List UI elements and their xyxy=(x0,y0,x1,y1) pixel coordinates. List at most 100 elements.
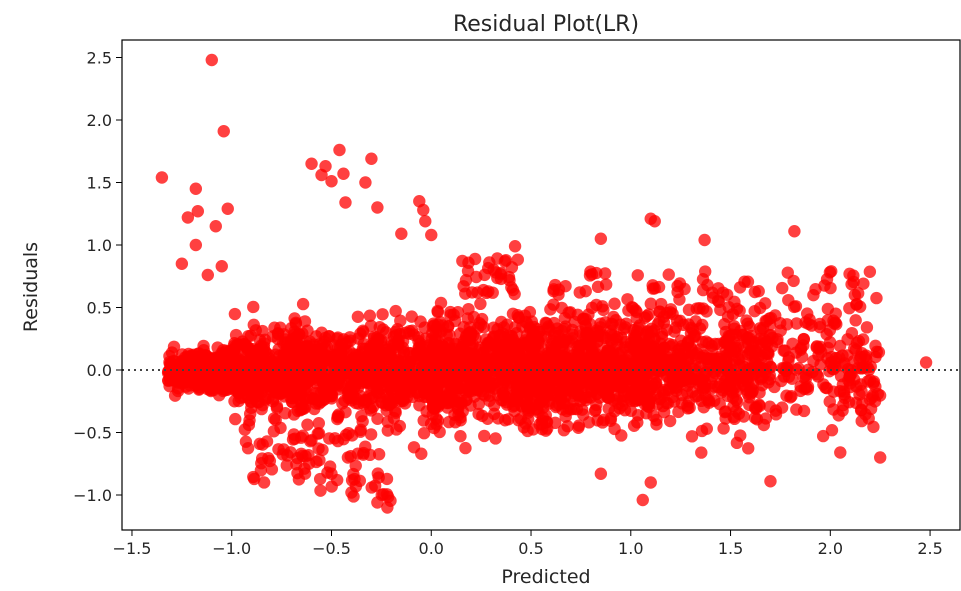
scatter-point xyxy=(641,353,654,366)
x-tick-label: 1.0 xyxy=(618,539,643,558)
scatter-point xyxy=(305,157,318,170)
scatter-point xyxy=(734,324,747,338)
scatter-point xyxy=(489,432,502,445)
scatter-point xyxy=(164,374,178,387)
scatter-point xyxy=(337,364,350,377)
scatter-point xyxy=(663,374,677,388)
scatter-point xyxy=(264,375,277,388)
x-tick-label: 1.5 xyxy=(718,539,743,558)
scatter-point xyxy=(181,211,195,224)
scatter-point xyxy=(582,416,596,429)
scatter-point xyxy=(563,366,576,380)
scatter-point xyxy=(495,315,508,329)
scatter-point xyxy=(607,394,620,407)
scatter-point xyxy=(259,393,272,406)
scatter-point xyxy=(476,409,489,423)
scatter-point xyxy=(604,334,618,347)
scatter-point xyxy=(465,286,479,299)
scatter-point xyxy=(513,350,526,364)
scatter-point xyxy=(648,215,661,228)
scatter-point xyxy=(215,260,228,273)
scatter-point xyxy=(209,220,222,233)
scatter-point xyxy=(346,389,360,402)
x-tick-label: −0.5 xyxy=(312,539,351,558)
scatter-point xyxy=(339,428,353,442)
scatter-point xyxy=(768,380,781,394)
scatter-point xyxy=(330,373,343,387)
scatter-point xyxy=(431,304,444,318)
scatter-point xyxy=(449,416,462,429)
scatter-point xyxy=(243,376,257,389)
scatter-point xyxy=(228,307,242,321)
scatter-point xyxy=(299,450,312,463)
scatter-point xyxy=(454,430,467,443)
scatter-point xyxy=(761,347,774,360)
scatter-point xyxy=(446,379,460,392)
scatter-point xyxy=(419,215,432,228)
scatter-point xyxy=(280,459,293,472)
scatter-point xyxy=(316,443,329,457)
scatter-point xyxy=(494,362,508,376)
scatter-point xyxy=(836,404,849,417)
scatter-point xyxy=(672,405,685,419)
scatter-point xyxy=(508,240,522,253)
scatter-point xyxy=(344,450,357,463)
scatter-point xyxy=(500,342,514,356)
scatter-point xyxy=(573,286,586,299)
scatter-point xyxy=(797,333,810,346)
scatter-point xyxy=(608,405,621,418)
scatter-point xyxy=(395,227,408,240)
scatter-point xyxy=(738,379,751,393)
scatter-point xyxy=(314,484,327,497)
scatter-point xyxy=(623,364,636,378)
scatter-point xyxy=(753,322,767,335)
scatter-point xyxy=(641,397,655,410)
scatter-point xyxy=(221,202,234,215)
scatter-point xyxy=(428,358,441,371)
scatter-point xyxy=(337,333,350,346)
scatter-point xyxy=(735,350,749,363)
scatter-point xyxy=(809,283,822,296)
scatter-point xyxy=(367,336,381,350)
scatter-point xyxy=(708,394,721,407)
scatter-point xyxy=(615,381,628,394)
scatter-point xyxy=(802,317,815,331)
scatter-point xyxy=(465,348,478,362)
scatter-point xyxy=(381,501,394,514)
scatter-point xyxy=(720,288,734,302)
scatter-point xyxy=(792,362,805,375)
scatter-point xyxy=(684,327,698,340)
scatter-point xyxy=(247,300,260,314)
scatter-point xyxy=(447,308,460,321)
scatter-point xyxy=(872,346,886,359)
scatter-point xyxy=(305,433,318,447)
scatter-point xyxy=(610,368,623,382)
scatter-point xyxy=(376,308,389,321)
scatter-point xyxy=(797,404,811,418)
scatter-point xyxy=(618,404,632,417)
scatter-point xyxy=(524,339,538,352)
scatter-point xyxy=(590,324,603,337)
scatter-point xyxy=(315,346,329,359)
scatter-point xyxy=(426,395,440,408)
scatter-point xyxy=(493,329,506,342)
scatter-point xyxy=(417,427,431,440)
scatter-point xyxy=(620,317,633,330)
scatter-point xyxy=(584,391,597,404)
scatter-point xyxy=(192,383,206,396)
scatter-point xyxy=(507,394,520,408)
scatter-point xyxy=(823,336,837,349)
scatter-point xyxy=(572,421,585,434)
scatter-point xyxy=(478,429,491,443)
scatter-point xyxy=(697,370,711,384)
y-tick-label: 1.0 xyxy=(87,236,112,255)
scatter-point xyxy=(644,297,658,310)
scatter-point xyxy=(359,176,372,189)
scatter-point xyxy=(380,488,394,501)
scatter-point xyxy=(788,225,801,238)
scatter-point xyxy=(556,403,569,416)
scatter-point xyxy=(271,327,285,340)
scatter-point xyxy=(304,352,317,365)
scatter-point xyxy=(469,361,483,374)
